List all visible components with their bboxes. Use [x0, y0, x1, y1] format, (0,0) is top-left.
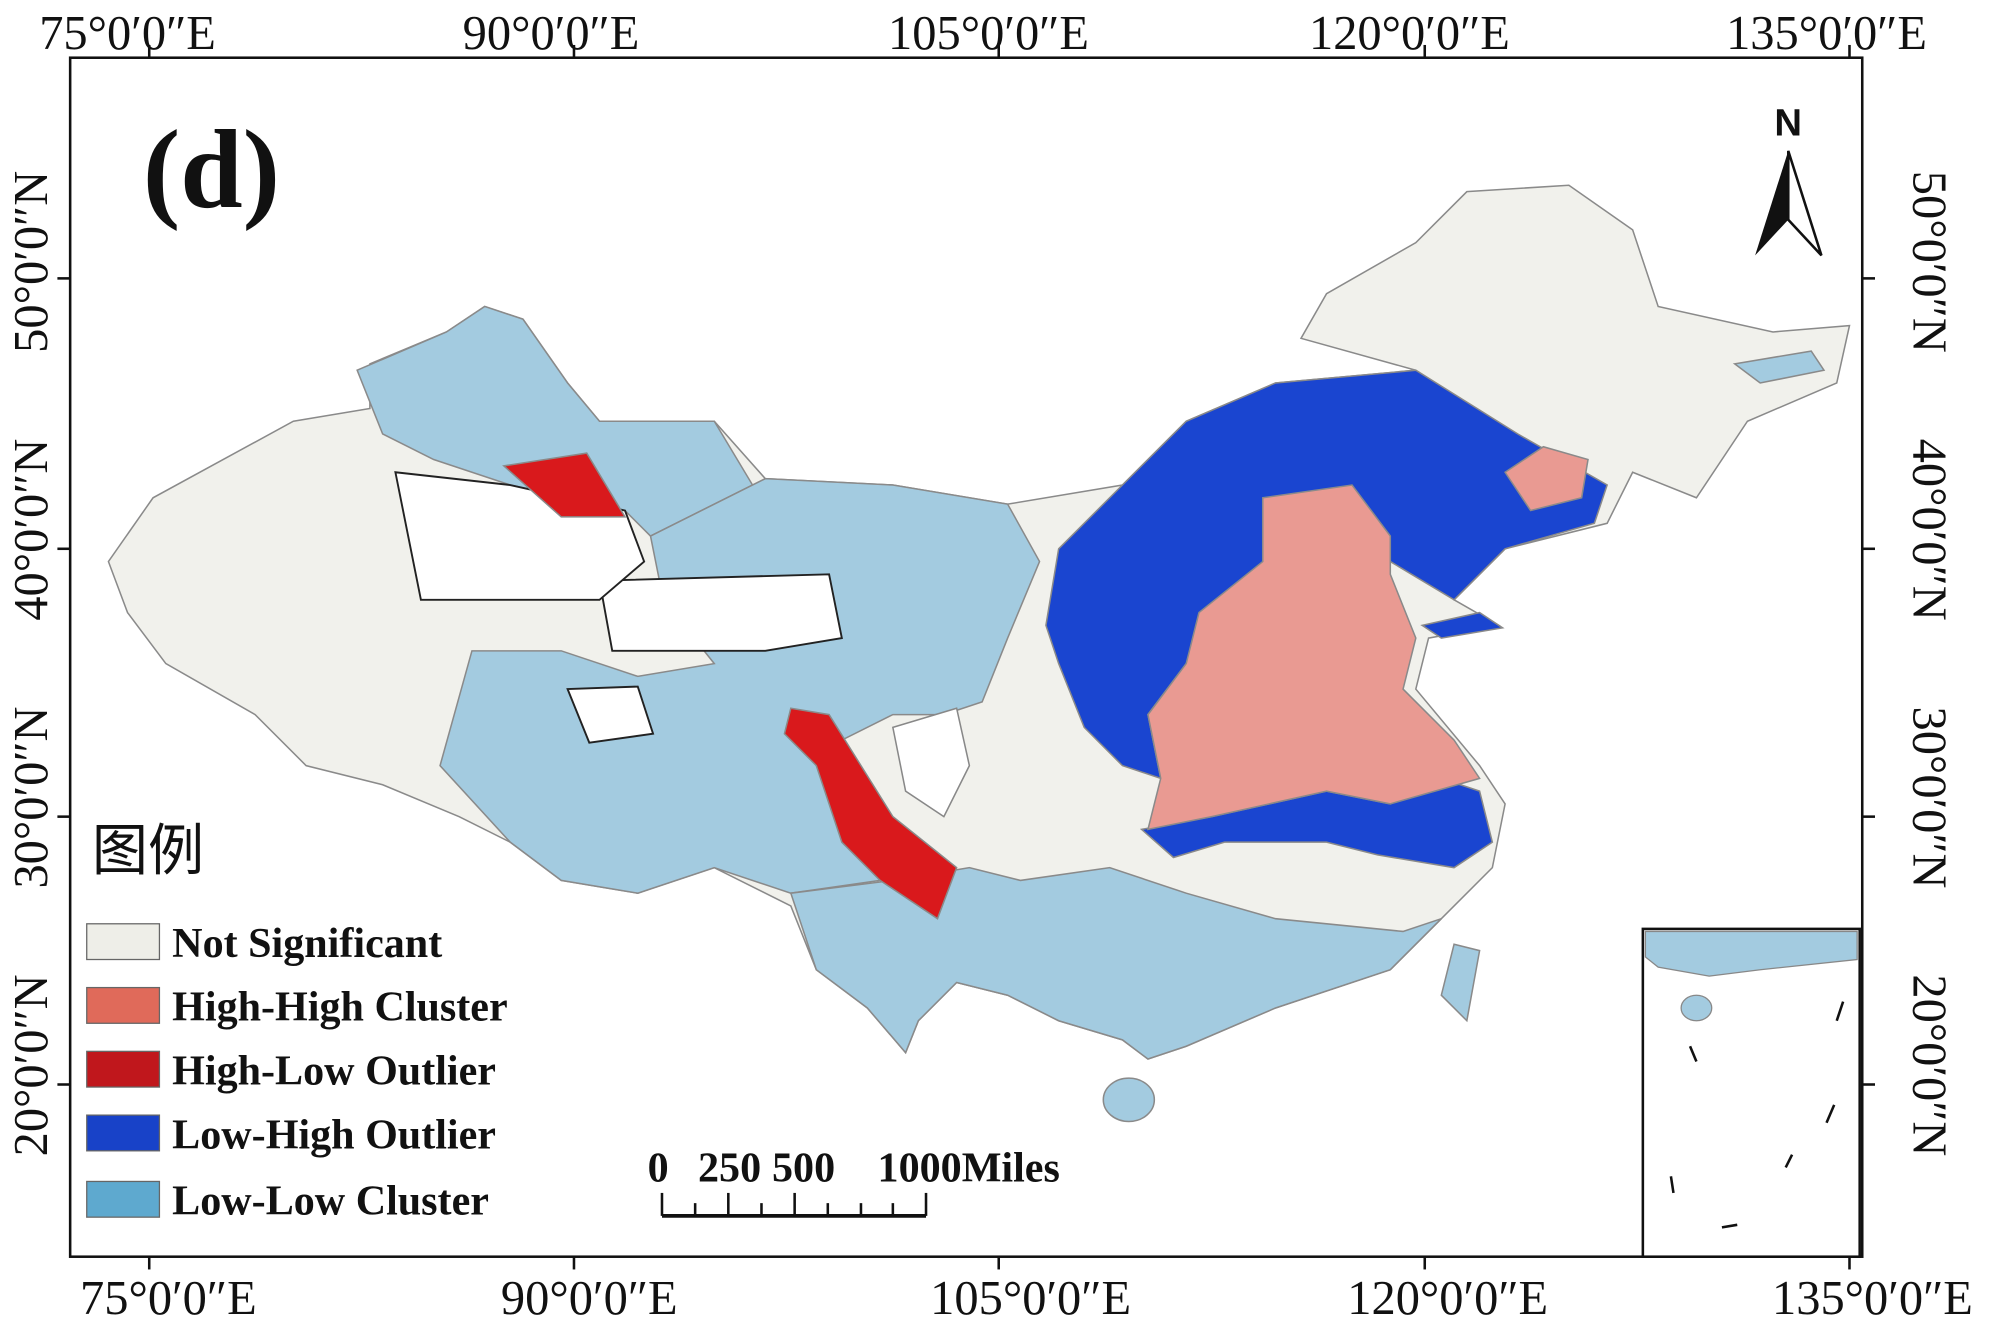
right-label: 30°0′0″N — [1902, 706, 1955, 888]
right-label: 20°0′0″N — [1902, 974, 1955, 1156]
legend-label: High-Low Outlier — [172, 1048, 496, 1095]
legend-swatch — [86, 986, 161, 1024]
scale-bar: 0 250 500 1000Miles — [648, 1144, 1060, 1218]
top-label: 105°0′0″E — [888, 7, 1089, 60]
region-high-high-liaoning — [1504, 445, 1589, 512]
region-hainan — [1102, 1077, 1156, 1123]
scale-tick-label: 250 — [698, 1144, 761, 1191]
legend-item: Low-High Outlier — [86, 1111, 496, 1158]
left-label: 20°0′0″N — [5, 974, 58, 1156]
top-label: 120°0′0″E — [1309, 7, 1510, 60]
legend-item: High-Low Outlier — [86, 1048, 496, 1095]
legend-label: Not Significant — [172, 920, 442, 967]
legend-item: High-High Cluster — [86, 984, 508, 1031]
bottom-axis-labels: 75°0′0″E 90°0′0″E 105°0′0″E 120°0′0″E 13… — [80, 1272, 1973, 1325]
region-high-low-sichuan — [783, 707, 958, 920]
left-label: 30°0′0″N — [5, 706, 58, 888]
region-low-low-central — [439, 477, 1041, 894]
legend-label: Low-Low Cluster — [172, 1178, 489, 1225]
left-axis-labels: 50°0′0″N 40°0′0″N 30°0′0″N 20°0′0″N — [5, 171, 58, 1157]
left-label: 50°0′0″N — [5, 171, 58, 353]
left-label: 40°0′0″N — [5, 439, 58, 621]
top-axis-labels: 75°0′0″E 90°0′0″E 105°0′0″E 120°0′0″E 13… — [39, 7, 1927, 60]
region-low-low-northeast — [1732, 350, 1826, 384]
region-low-low-south — [789, 866, 1442, 1060]
north-label: N — [1774, 102, 1802, 145]
top-label: 75°0′0″E — [39, 7, 216, 60]
bottom-label: 75°0′0″E — [80, 1272, 257, 1325]
region-no-data-sichuan — [891, 707, 971, 818]
top-label: 90°0′0″E — [463, 7, 640, 60]
region-no-data-tibet — [566, 685, 655, 744]
scale-tick-label: 0 — [648, 1144, 669, 1191]
legend-swatch — [86, 1180, 161, 1218]
bottom-label: 120°0′0″E — [1347, 1272, 1548, 1325]
bottom-label: 105°0′0″E — [930, 1272, 1131, 1325]
top-label: 135°0′0″E — [1726, 7, 1927, 60]
right-label: 50°0′0″N — [1902, 171, 1955, 353]
right-axis-labels: 50°0′0″N 40°0′0″N 30°0′0″N 20°0′0″N — [1902, 171, 1955, 1157]
legend-swatch — [86, 1050, 161, 1088]
region-high-high — [1146, 484, 1481, 831]
bottom-label: 135°0′0″E — [1772, 1272, 1973, 1325]
bottom-label: 90°0′0″E — [501, 1272, 678, 1325]
legend-swatch — [86, 923, 161, 961]
region-high-low-xinjiang — [502, 452, 627, 518]
region-low-high-shandong — [1420, 611, 1505, 639]
right-label: 40°0′0″N — [1902, 439, 1955, 621]
top-ticks — [57, 44, 1875, 1270]
legend-item: Low-Low Cluster — [86, 1178, 489, 1225]
panel-label: (d) — [143, 108, 280, 232]
legend: 图例 Not Significant High-High Cluster High-… — [86, 819, 508, 1225]
legend-label: Low-High Outlier — [172, 1111, 496, 1158]
legend-swatch — [86, 1114, 161, 1152]
scale-tick-label: 500 — [772, 1144, 835, 1191]
legend-item: Not Significant — [86, 920, 442, 967]
south-china-sea-inset — [1641, 927, 1861, 1258]
map-regions — [107, 184, 1851, 1123]
legend-label: High-High Cluster — [172, 984, 507, 1031]
scale-tick-label: 1000Miles — [878, 1144, 1060, 1191]
region-taiwan — [1440, 943, 1481, 1023]
region-low-low-northwest — [356, 305, 754, 537]
legend-title: 图例 — [92, 819, 204, 884]
region-no-data-qinghai — [598, 573, 843, 652]
